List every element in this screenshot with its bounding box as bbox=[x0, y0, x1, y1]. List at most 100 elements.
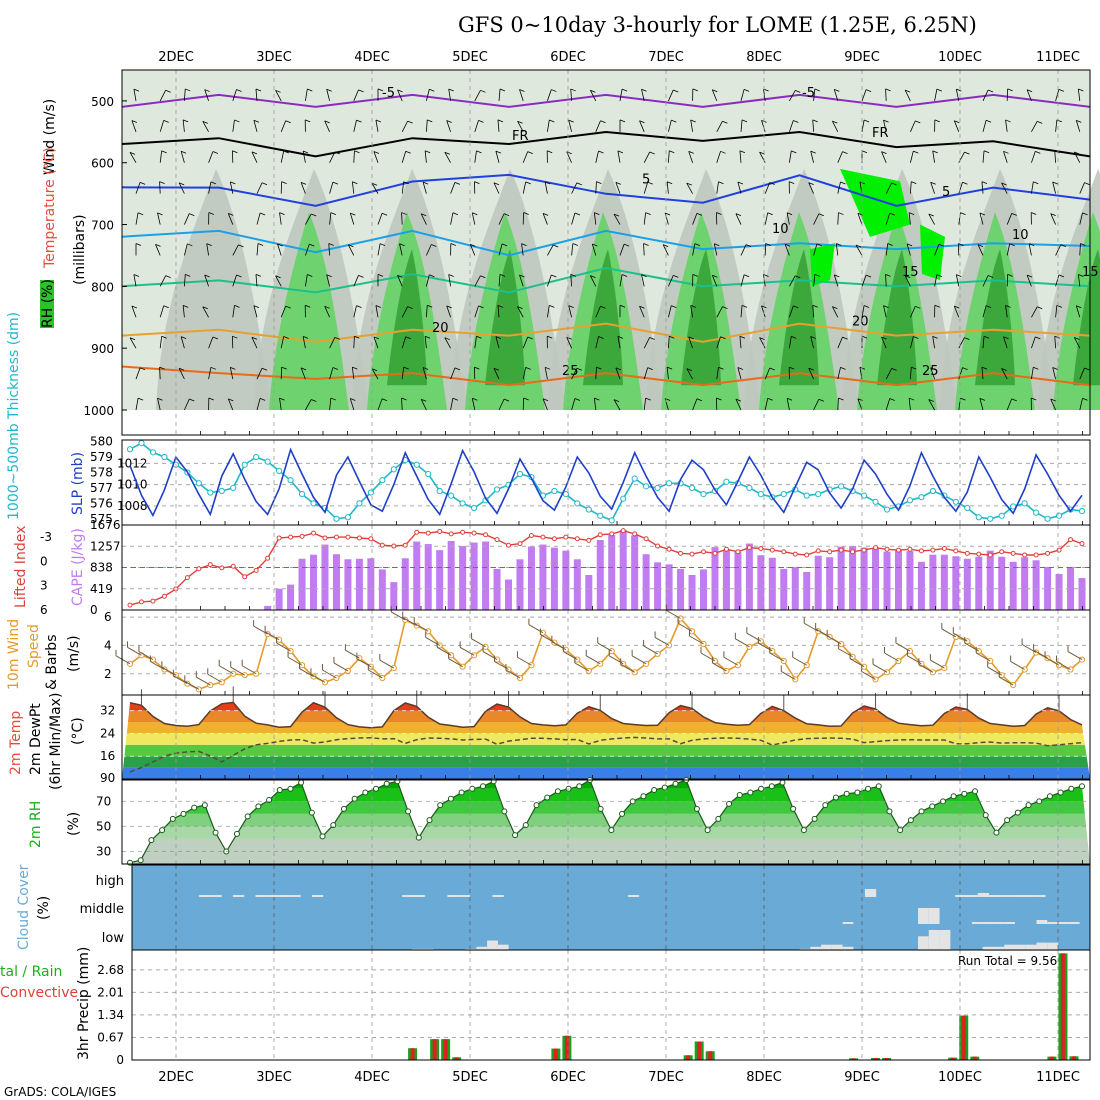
cloud-bar bbox=[1000, 895, 1012, 897]
wind-barb bbox=[711, 275, 718, 287]
wind-barb bbox=[135, 212, 139, 225]
wind-barb bbox=[446, 305, 451, 318]
thickness-point bbox=[470, 504, 478, 512]
cloud-bar bbox=[1047, 942, 1059, 951]
cape-bar bbox=[998, 556, 1006, 610]
cape-bar bbox=[608, 534, 616, 610]
wind-barb-flag bbox=[373, 151, 380, 154]
wind-barb bbox=[329, 151, 336, 163]
wind-barb bbox=[958, 337, 965, 349]
thickness-point bbox=[367, 489, 374, 496]
wind-barb-flag bbox=[600, 120, 606, 124]
wind-barb bbox=[522, 336, 529, 349]
wind-barb-flag bbox=[275, 89, 281, 93]
cloud-bar bbox=[199, 895, 211, 897]
temp-tick-label: 24 bbox=[100, 726, 115, 740]
wind-barb-flag bbox=[236, 274, 242, 278]
wind-barb-flag bbox=[934, 304, 940, 308]
wind-barb bbox=[595, 181, 597, 194]
wind-barb-flag bbox=[1082, 397, 1088, 401]
rh-point bbox=[383, 780, 390, 787]
wind-tick-label: 6 bbox=[104, 610, 112, 624]
wind-barb-flag bbox=[617, 150, 624, 154]
rh-point bbox=[340, 805, 347, 812]
wind-barb-flag bbox=[234, 305, 240, 308]
wind-barb-flag bbox=[745, 244, 752, 247]
wind-barb-flag bbox=[551, 89, 557, 92]
wind-barb-flag bbox=[401, 212, 407, 215]
lifted-point bbox=[1022, 552, 1028, 558]
wind-barb bbox=[955, 89, 960, 101]
wind-barb-flag bbox=[615, 181, 622, 185]
thickness-point bbox=[815, 490, 822, 498]
wind-speed-point bbox=[448, 652, 455, 659]
wind-barb bbox=[450, 398, 454, 411]
wind-barb bbox=[401, 397, 403, 411]
lifted-point bbox=[127, 602, 133, 608]
wind-barb bbox=[426, 119, 428, 132]
wind-barb-flag bbox=[763, 274, 769, 277]
wind-barb-flag bbox=[954, 305, 960, 309]
wind-barb bbox=[1079, 367, 1085, 380]
thickness-tick-label: 575 bbox=[90, 512, 113, 526]
wind-barb bbox=[522, 151, 529, 163]
cloud-bar bbox=[1004, 944, 1015, 951]
wind-barb-flag bbox=[594, 397, 600, 401]
rh-dark-green-area bbox=[387, 249, 427, 386]
wind-barb-flag bbox=[334, 337, 341, 340]
label-temp-units: (°C) bbox=[70, 717, 86, 745]
wind-barb bbox=[908, 212, 911, 225]
wind-barb bbox=[347, 244, 355, 256]
cape-bar bbox=[436, 550, 444, 610]
rh-bright-green-area bbox=[840, 168, 910, 237]
wind-barb-flag bbox=[159, 181, 165, 185]
wind-barb bbox=[979, 212, 984, 225]
wind-barb-flag bbox=[743, 88, 750, 92]
wind-barb-flag bbox=[887, 243, 893, 246]
wind-barb-flag bbox=[568, 119, 574, 123]
wind-barb-flag bbox=[1074, 151, 1080, 155]
lifted-point bbox=[964, 550, 970, 556]
wind-barb bbox=[885, 182, 893, 194]
cloud-bar bbox=[939, 930, 951, 951]
rh-point bbox=[298, 779, 305, 786]
cloud-bar bbox=[989, 895, 1001, 897]
wind-barb bbox=[202, 121, 209, 133]
wind-barb bbox=[739, 336, 742, 349]
wind-barb bbox=[1073, 151, 1081, 163]
wind-barb bbox=[232, 244, 239, 256]
wind-barb-flag bbox=[1078, 88, 1084, 92]
wind-barb bbox=[1075, 120, 1081, 132]
thickness-point bbox=[746, 484, 753, 492]
isotherm-label: 5 bbox=[642, 172, 650, 187]
label-2m-dewpt: 2m DewPt bbox=[28, 703, 44, 775]
cloud-bar bbox=[842, 922, 854, 924]
wind-barb-flag bbox=[639, 120, 645, 124]
thickness-point bbox=[585, 506, 592, 513]
rh-dark-green-area bbox=[485, 249, 525, 386]
thickness-point bbox=[780, 490, 787, 498]
bottom-date-label: 3DEC bbox=[256, 1070, 292, 1085]
wind-barb-flag bbox=[407, 120, 413, 124]
wind-barb-flag bbox=[621, 274, 628, 277]
wind-barb bbox=[910, 367, 912, 380]
bottom-date-label: 5DEC bbox=[452, 1070, 488, 1085]
lifted-point bbox=[655, 543, 661, 549]
wind-barb bbox=[716, 121, 723, 133]
lifted-point bbox=[1079, 541, 1085, 547]
wind-barb-flag bbox=[277, 243, 283, 247]
rh-point bbox=[918, 808, 925, 815]
rh-gray-area bbox=[156, 168, 271, 410]
wind-speed-point bbox=[126, 660, 134, 667]
cloud-level-label: high bbox=[96, 874, 124, 889]
top-date-label: 4DEC bbox=[354, 50, 390, 65]
wind-barb-flag bbox=[377, 273, 384, 277]
wind-barb bbox=[159, 120, 165, 132]
wind-barb bbox=[761, 120, 766, 132]
slp-tick-label: 1010 bbox=[117, 478, 148, 492]
wind-barb bbox=[643, 151, 651, 163]
wind-barb-flag bbox=[743, 274, 750, 278]
thickness-point bbox=[872, 498, 879, 505]
wind-barb-flag bbox=[478, 120, 484, 123]
lifted-point bbox=[620, 528, 626, 534]
